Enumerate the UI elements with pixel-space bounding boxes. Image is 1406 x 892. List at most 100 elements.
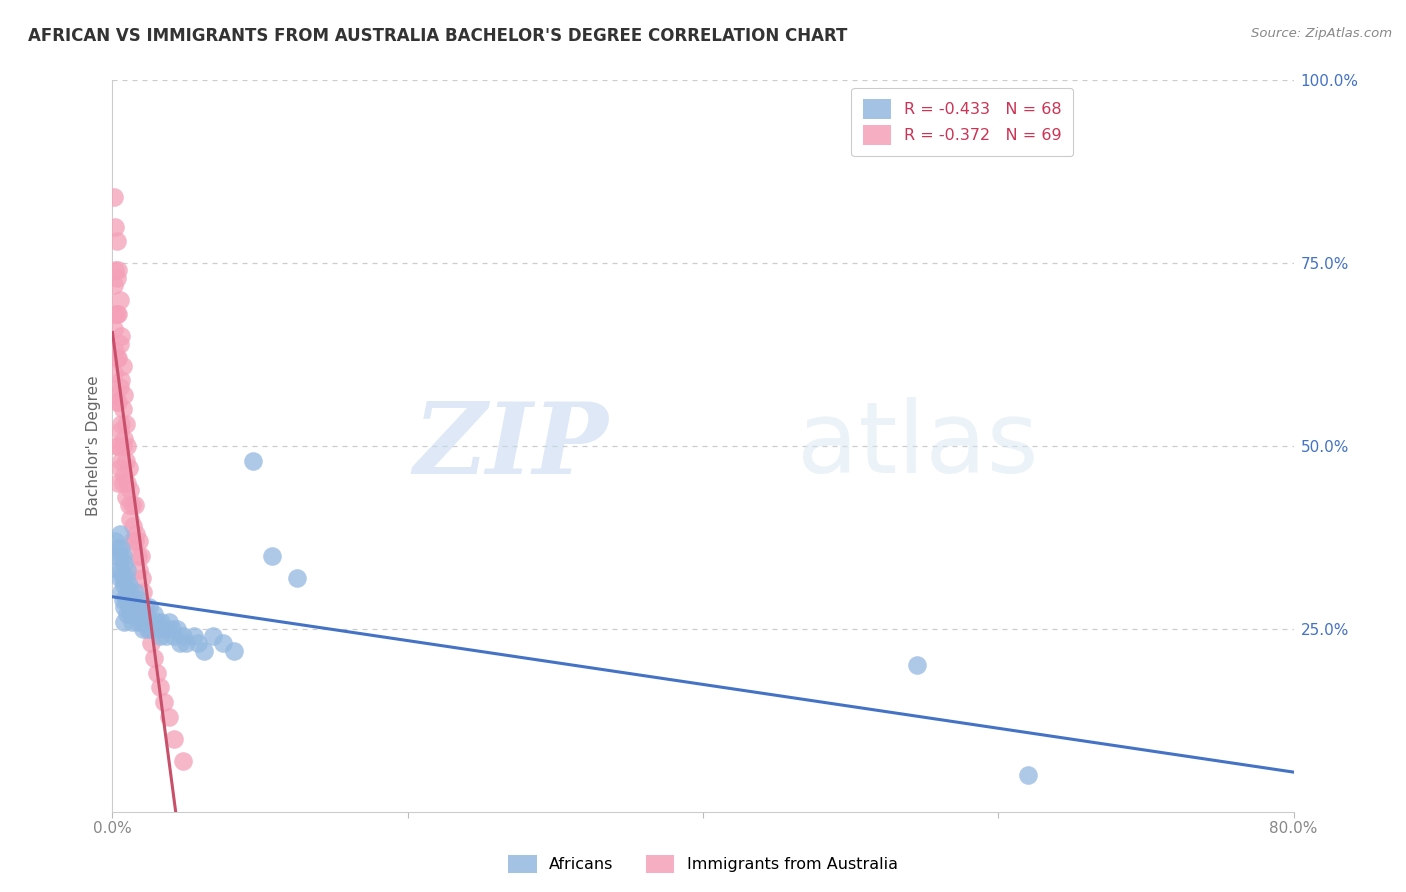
Text: ZIP: ZIP xyxy=(413,398,609,494)
Point xyxy=(260,549,283,563)
Point xyxy=(108,549,131,563)
Legend: R = -0.433   N = 68, R = -0.372   N = 69: R = -0.433 N = 68, R = -0.372 N = 69 xyxy=(852,88,1073,156)
Point xyxy=(105,549,128,563)
Point xyxy=(107,263,129,277)
Point xyxy=(124,585,146,599)
Point xyxy=(146,615,169,629)
Point xyxy=(108,336,131,351)
Point xyxy=(103,322,125,336)
Point xyxy=(108,461,131,475)
Point xyxy=(212,636,235,650)
Point xyxy=(193,644,215,658)
Point xyxy=(135,615,157,629)
Point xyxy=(124,607,146,622)
Point xyxy=(157,615,180,629)
Point xyxy=(163,629,186,643)
Point xyxy=(146,665,169,680)
Point xyxy=(112,388,135,402)
Point xyxy=(108,293,131,307)
Point xyxy=(108,425,131,439)
Point xyxy=(103,366,125,380)
Point xyxy=(104,263,127,277)
Point xyxy=(117,585,138,599)
Point xyxy=(153,695,176,709)
Point xyxy=(112,432,135,446)
Point xyxy=(118,498,141,512)
Point xyxy=(107,563,129,577)
Point xyxy=(111,571,134,585)
Point xyxy=(131,615,153,629)
Point xyxy=(108,571,131,585)
Point xyxy=(139,636,162,650)
Point xyxy=(905,658,928,673)
Point xyxy=(114,490,136,504)
Point xyxy=(114,571,136,585)
Point xyxy=(183,629,205,643)
Point xyxy=(169,636,191,650)
Point xyxy=(142,651,165,665)
Text: AFRICAN VS IMMIGRANTS FROM AUSTRALIA BACHELOR'S DEGREE CORRELATION CHART: AFRICAN VS IMMIGRANTS FROM AUSTRALIA BAC… xyxy=(28,27,848,45)
Point xyxy=(125,599,148,614)
Point xyxy=(155,629,177,643)
Point xyxy=(222,644,245,658)
Point xyxy=(118,578,141,592)
Point xyxy=(136,622,159,636)
Point xyxy=(117,439,138,453)
Point xyxy=(105,307,128,321)
Point xyxy=(111,359,134,373)
Point xyxy=(105,439,128,453)
Point xyxy=(121,592,143,607)
Point xyxy=(129,549,152,563)
Point xyxy=(118,599,141,614)
Point xyxy=(105,234,128,248)
Point xyxy=(112,599,135,614)
Point xyxy=(104,534,127,549)
Point xyxy=(105,351,128,366)
Point xyxy=(128,592,150,607)
Point xyxy=(112,556,135,570)
Point xyxy=(131,571,153,585)
Point xyxy=(138,599,160,614)
Point xyxy=(125,526,148,541)
Point xyxy=(114,592,136,607)
Point xyxy=(141,622,163,636)
Point xyxy=(124,498,146,512)
Point xyxy=(117,607,138,622)
Point xyxy=(128,563,150,577)
Point xyxy=(114,417,136,431)
Point xyxy=(135,607,157,622)
Point xyxy=(104,219,127,234)
Point xyxy=(107,351,129,366)
Point xyxy=(114,453,136,467)
Point xyxy=(104,388,127,402)
Point xyxy=(122,519,145,533)
Text: atlas: atlas xyxy=(797,398,1039,494)
Point xyxy=(107,307,129,321)
Point xyxy=(120,512,142,526)
Point xyxy=(150,615,173,629)
Point xyxy=(104,307,127,321)
Point xyxy=(107,475,129,490)
Point xyxy=(105,270,128,285)
Point xyxy=(242,453,264,467)
Point xyxy=(110,453,132,467)
Point xyxy=(117,563,138,577)
Legend: Africans, Immigrants from Australia: Africans, Immigrants from Australia xyxy=(502,848,904,880)
Point xyxy=(117,475,138,490)
Point xyxy=(122,599,145,614)
Point xyxy=(172,629,194,643)
Point xyxy=(166,622,188,636)
Point xyxy=(103,190,125,204)
Point xyxy=(105,395,128,409)
Point xyxy=(160,622,183,636)
Point xyxy=(128,534,150,549)
Point xyxy=(110,563,132,577)
Point xyxy=(127,549,149,563)
Point xyxy=(153,622,176,636)
Point xyxy=(149,629,172,643)
Point xyxy=(107,541,129,556)
Point xyxy=(129,607,152,622)
Point xyxy=(136,622,159,636)
Point xyxy=(108,526,131,541)
Point xyxy=(120,585,142,599)
